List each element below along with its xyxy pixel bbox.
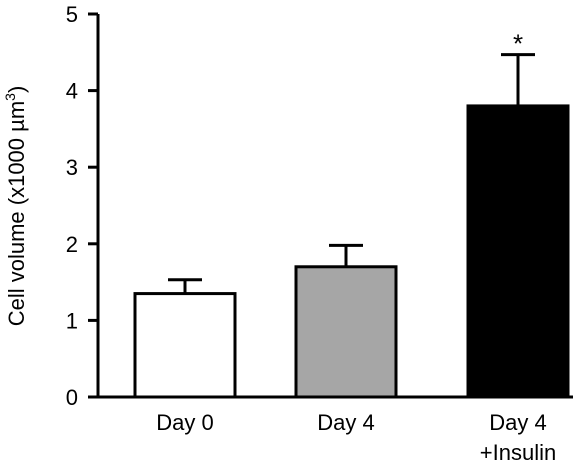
annotations: *: [513, 29, 523, 59]
y-tick-label: 5: [66, 2, 78, 27]
bar: [466, 104, 570, 399]
y-tick-label: 1: [66, 308, 78, 333]
error-bars: [168, 53, 535, 294]
y-ticks: 0 1 2 3 4 5: [66, 2, 98, 410]
y-axis-label-superscript: 3: [2, 93, 18, 101]
significance-marker: *: [513, 29, 523, 59]
bar: [133, 292, 237, 399]
y-axis-label-text: Cell volume (x1000 µm: [4, 101, 29, 326]
bar: [294, 265, 398, 399]
x-tick-label: Day 0: [156, 410, 213, 435]
x-tick-label: Day 4: [489, 410, 546, 435]
y-axis-label-close: ): [4, 86, 29, 93]
y-tick-label: 0: [66, 385, 78, 410]
x-tick-label: Day 4: [317, 410, 374, 435]
y-axis-label: Cell volume (x1000 µm3): [2, 86, 29, 327]
y-tick-label: 4: [66, 79, 78, 104]
y-tick-label: 2: [66, 232, 78, 257]
x-tick-labels: Day 0 Day 4 Day 4 +Insulin: [156, 410, 556, 465]
y-tick-label: 3: [66, 155, 78, 180]
y-axis: 0 1 2 3 4 5: [66, 2, 100, 410]
x-tick-sublabel: +Insulin: [480, 440, 556, 465]
bars: [133, 104, 570, 399]
